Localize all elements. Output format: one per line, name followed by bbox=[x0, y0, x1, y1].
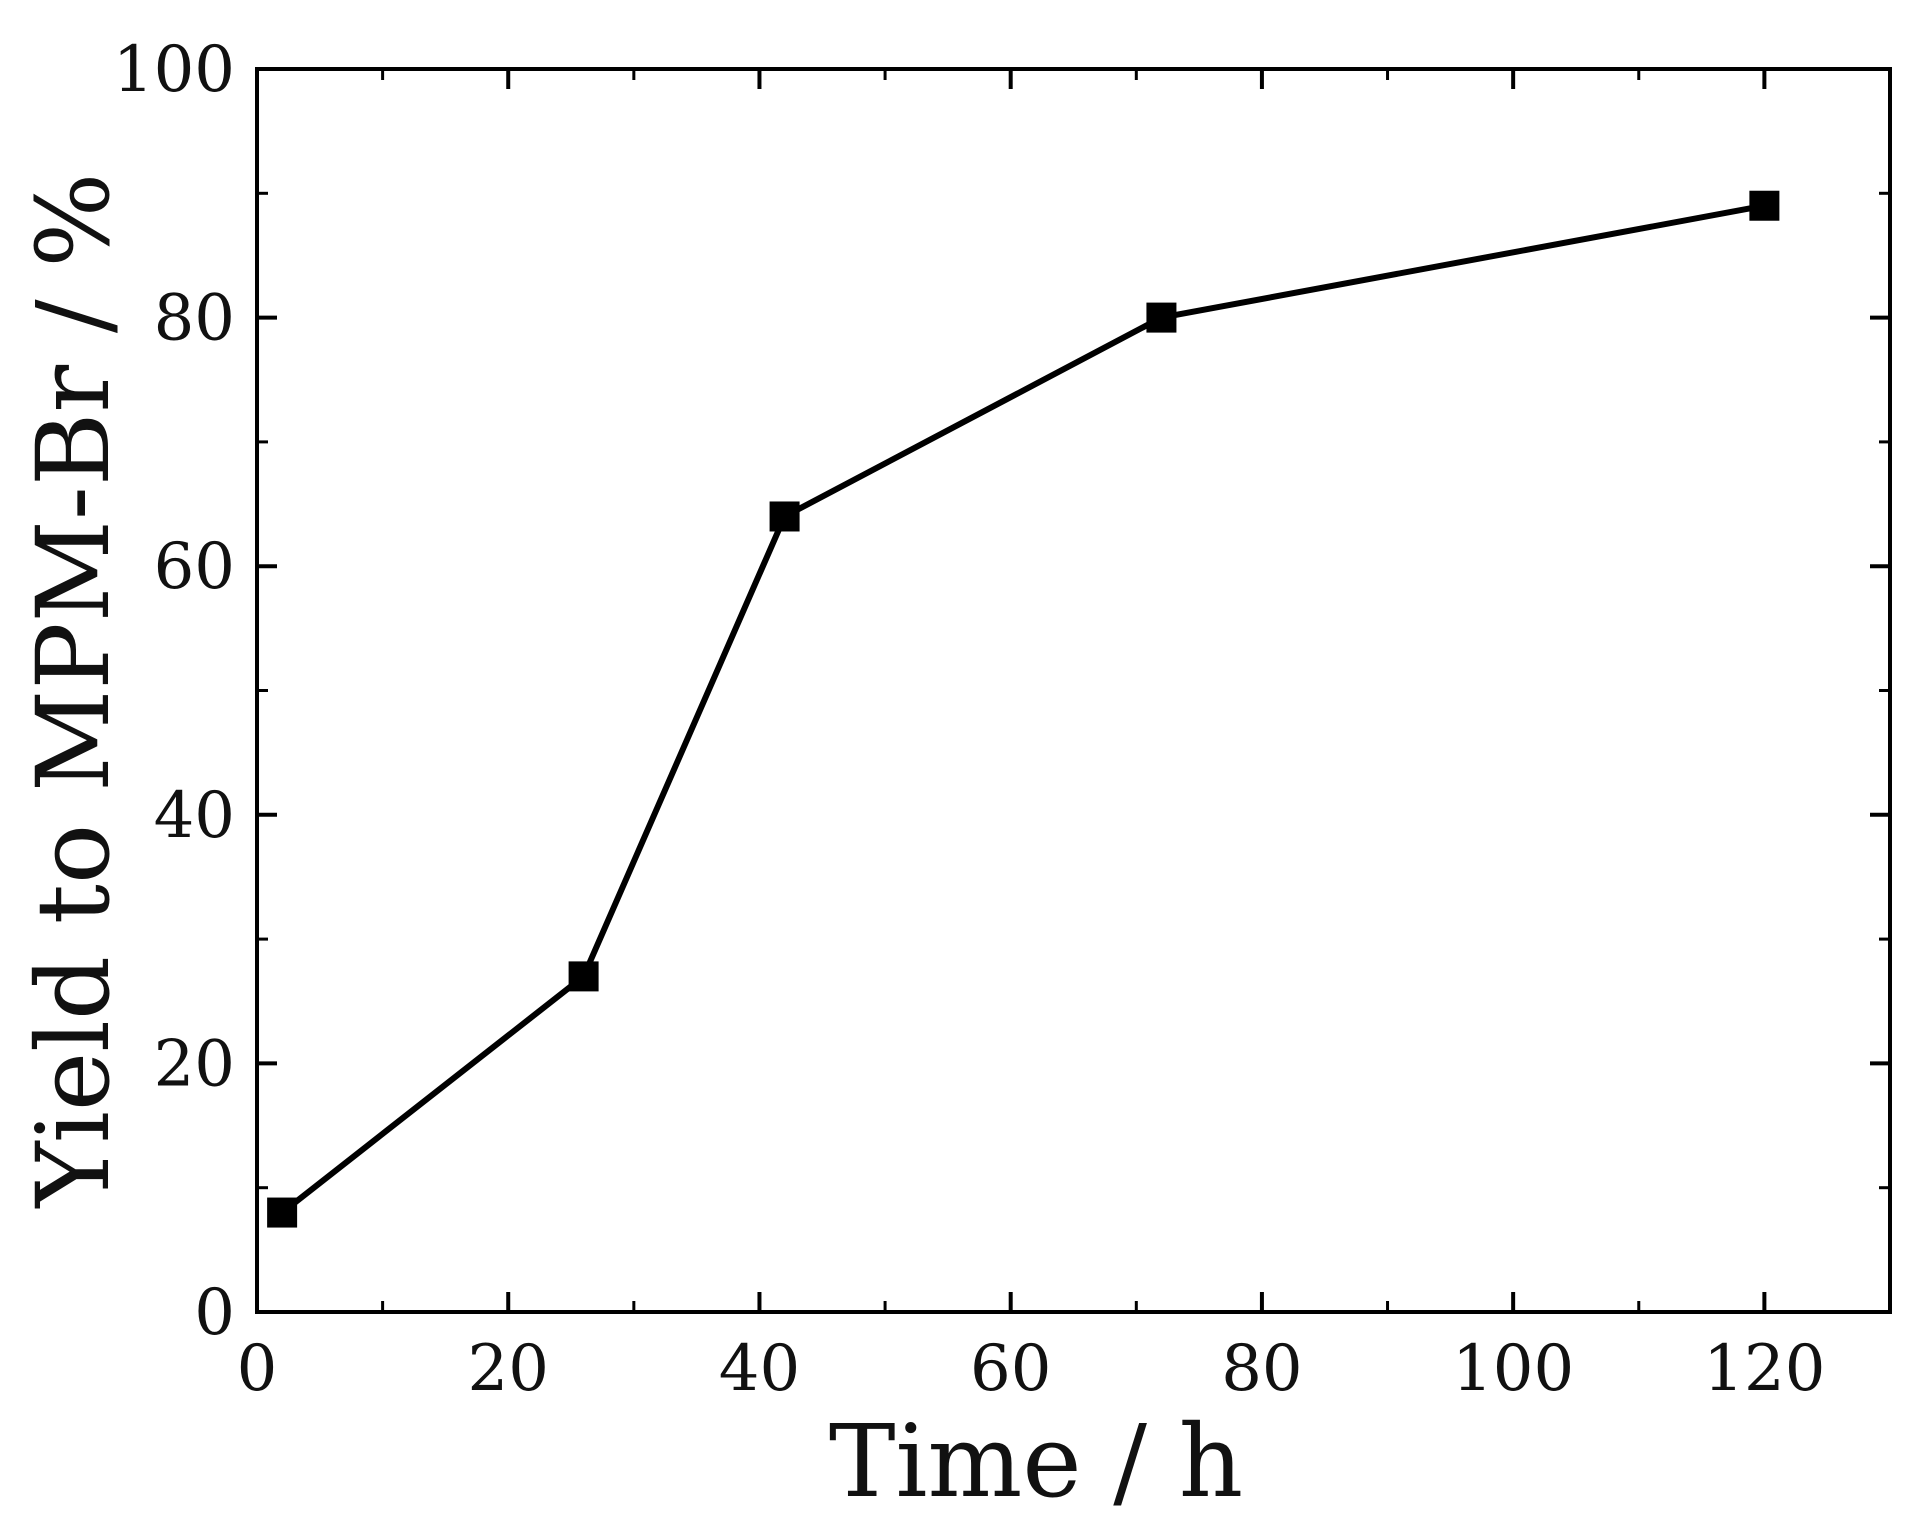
x-tick-label: 60 bbox=[970, 1332, 1051, 1406]
x-tick-label: 80 bbox=[1221, 1332, 1302, 1406]
x-tick-label: 40 bbox=[719, 1332, 800, 1406]
y-tick-label: 60 bbox=[154, 530, 235, 604]
plot-area-frame bbox=[255, 67, 1892, 1314]
axis-tick-labels: 0 20 40 60 80 100 120 0 20 40 60 80 100 bbox=[113, 33, 1826, 1406]
data-point-marker bbox=[769, 501, 800, 532]
y-axis-title: Yield to MPM-Br / % bbox=[15, 173, 132, 1210]
x-tick-label: 0 bbox=[237, 1332, 278, 1406]
y-tick-label: 80 bbox=[154, 282, 235, 356]
y-tick-label: 20 bbox=[154, 1027, 235, 1101]
x-tick-label: 20 bbox=[468, 1332, 549, 1406]
x-tick-label: 120 bbox=[1703, 1332, 1825, 1406]
series-line bbox=[280, 202, 1765, 1215]
y-tick-label: 100 bbox=[113, 33, 235, 107]
data-point-marker bbox=[568, 961, 599, 992]
data-point-marker bbox=[267, 1197, 298, 1228]
y-tick-label: 0 bbox=[194, 1276, 235, 1350]
data-series bbox=[267, 190, 1780, 1228]
y-tick-label: 40 bbox=[154, 779, 235, 853]
data-point-marker bbox=[1146, 302, 1177, 333]
axis-ticks bbox=[255, 67, 1890, 1314]
data-point-marker bbox=[1749, 190, 1780, 221]
x-tick-label: 100 bbox=[1452, 1332, 1574, 1406]
x-axis-title: Time / h bbox=[829, 1403, 1243, 1520]
